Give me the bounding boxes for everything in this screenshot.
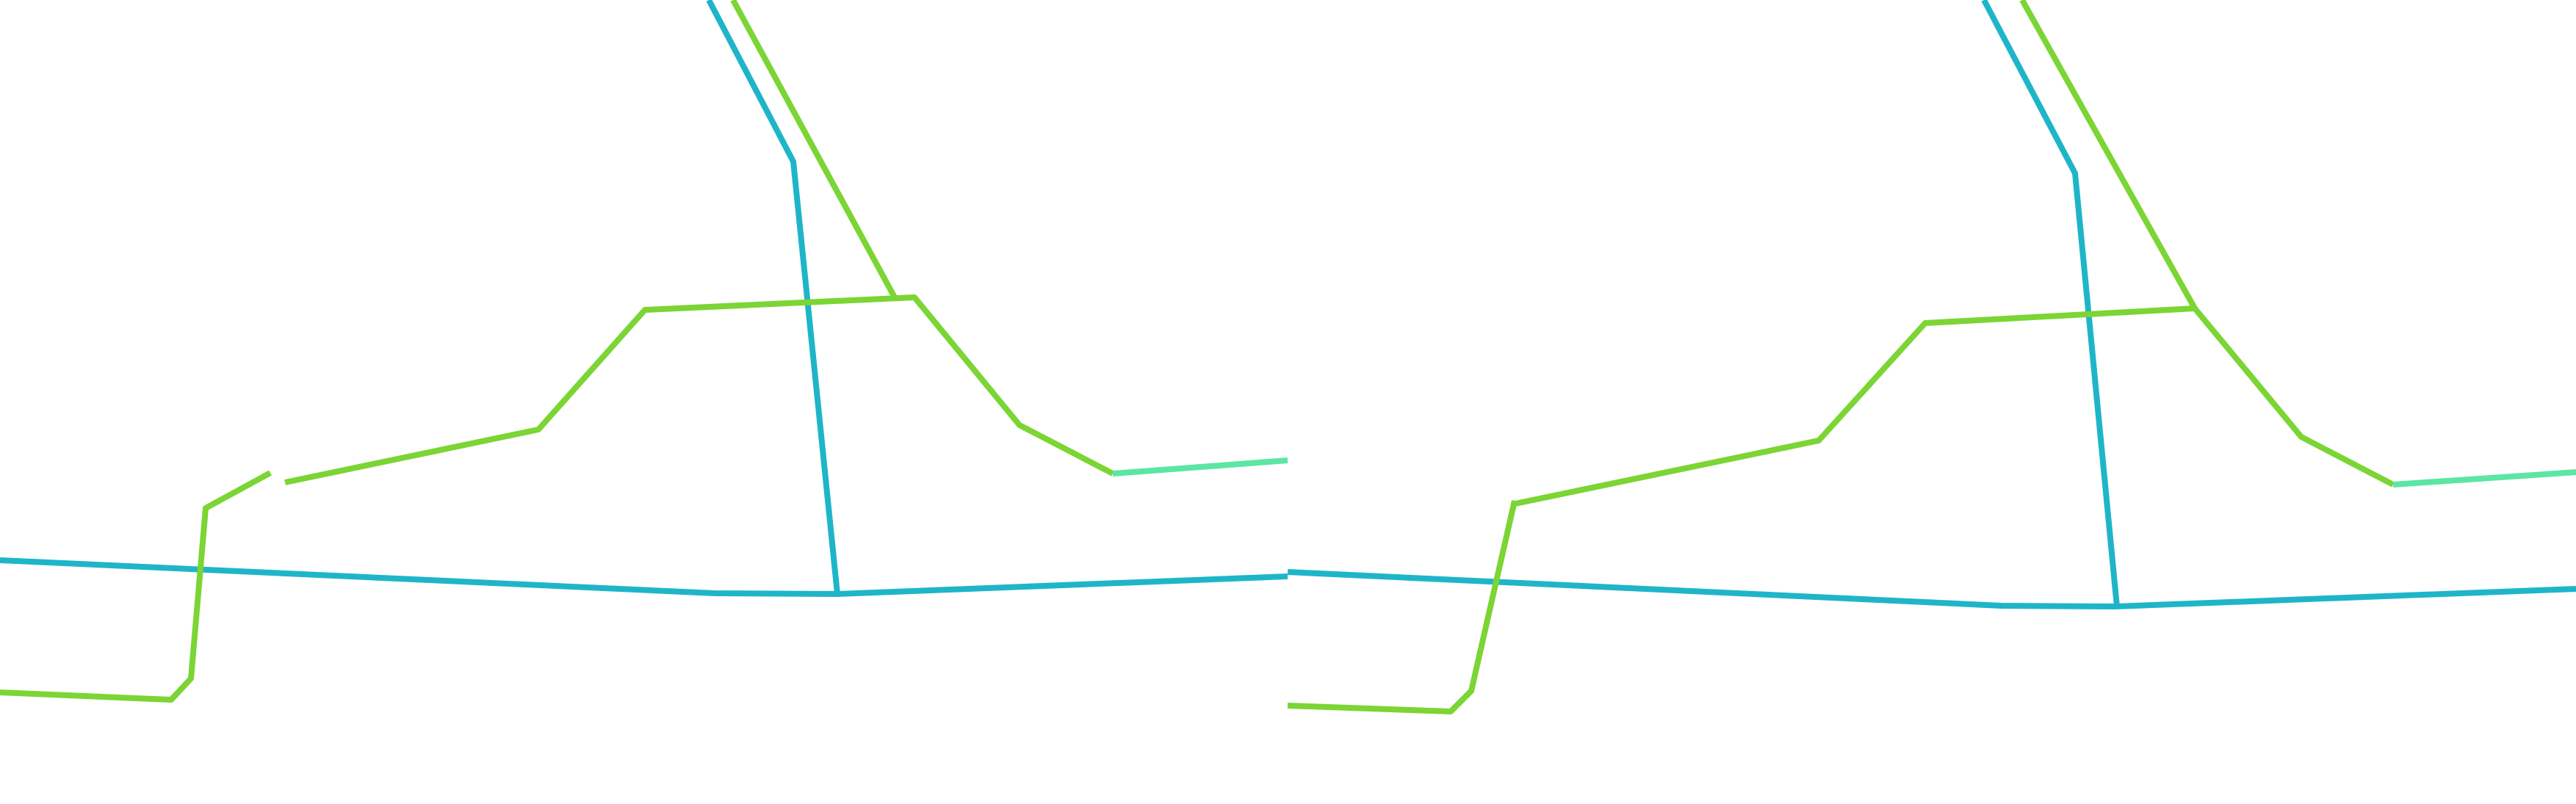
teal-route-segment (1112, 457, 1288, 477)
green-route-lower-branch (0, 470, 272, 703)
green-route-north-branch (730, 0, 898, 299)
green-route-north-branch (2019, 0, 2198, 310)
green-route-main (284, 294, 1114, 485)
blue-route-horizontal (1287, 569, 2576, 609)
right-map-panel (1287, 0, 2576, 714)
blue-route-horizontal (0, 557, 1288, 597)
green-route-main (1511, 305, 2395, 507)
blue-route-vertical (706, 0, 840, 595)
green-route-lower-branch (1287, 500, 1518, 714)
left-map-panel (0, 0, 1288, 703)
blue-route-vertical (1981, 0, 2120, 607)
teal-route-segment (2392, 469, 2576, 488)
